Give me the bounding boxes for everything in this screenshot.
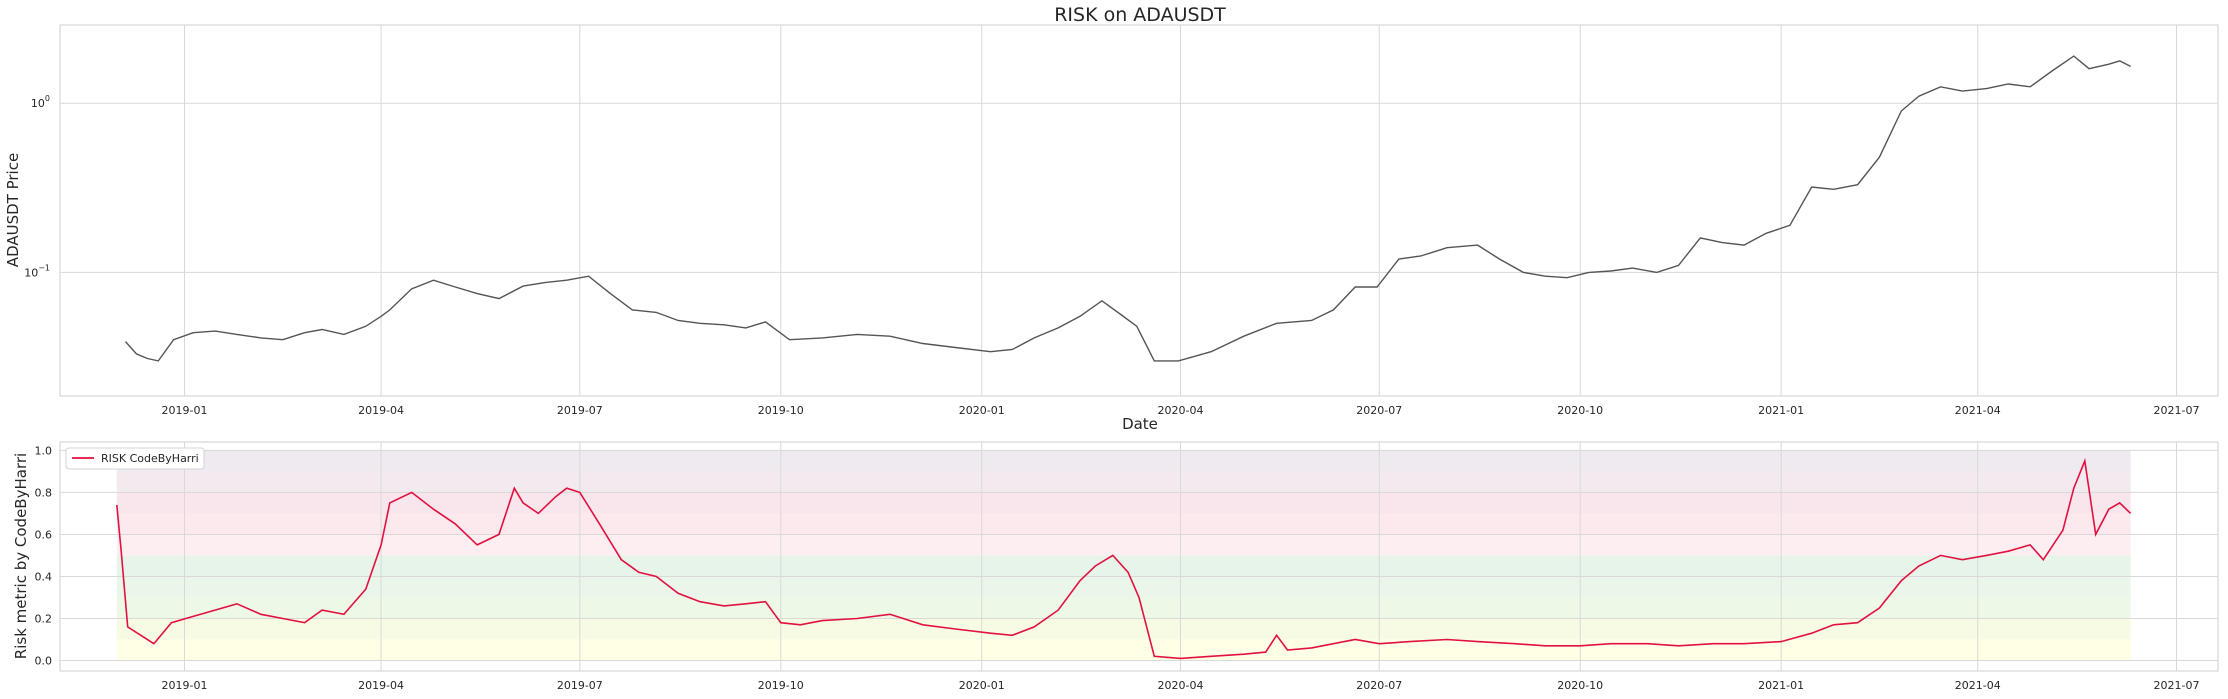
price-x-tick-label: 2021-01 [1758,404,1804,417]
risk-zone-band [116,534,2131,556]
risk-zone-bands [116,450,2131,661]
risk-y-axis-label: Risk metric by CodeByHarri [12,453,30,659]
risk-y-tick-label: 0.4 [35,570,53,583]
risk-x-tick-label: 2021-07 [2154,679,2200,692]
risk-zone-band [116,513,2131,535]
risk-x-tick-labels: 2019-01 2019-04 2019-07 2019-10 2020-01 2020-… [162,679,2200,692]
price-x-tick-label: 2019-10 [758,404,804,417]
risk-zone-band [116,555,2131,577]
risk-x-tick-label: 2019-04 [358,679,404,692]
risk-x-tick-label: 2020-04 [1158,679,1204,692]
risk-x-tick-label: 2019-01 [162,679,208,692]
price-x-tick-label: 2021-07 [2154,404,2200,417]
price-y-tick-label: 100 [31,94,50,110]
price-x-tick-label: 2019-01 [162,404,208,417]
risk-legend: RISK CodeByHarri [65,447,205,470]
risk-x-tick-label: 2020-10 [1557,679,1603,692]
price-x-tick-label: 2020-01 [959,404,1005,417]
price-plot-area [59,24,2219,397]
risk-zone-band [116,639,2131,661]
risk-y-tick-labels: 0.0 0.2 0.4 0.6 0.8 1.0 [35,444,53,667]
price-x-tick-label: 2020-07 [1356,404,1402,417]
price-y-axis-label: ADAUSDT Price [4,153,22,267]
risk-zone-band [116,471,2131,493]
legend-box [65,447,205,470]
risk-zone-band [116,618,2131,640]
risk-y-tick-label: 0.0 [35,654,53,667]
price-x-tick-label: 2019-07 [557,404,603,417]
risk-x-tick-label: 2021-01 [1758,679,1804,692]
risk-y-tick-label: 1.0 [35,444,53,457]
price-x-tick-label: 2020-04 [1158,404,1204,417]
risk-zone-band [116,492,2131,514]
price-grid [60,25,2218,396]
risk-x-tick-label: 2019-10 [758,679,804,692]
price-x-tick-label: 2019-04 [358,404,404,417]
risk-y-tick-label: 0.6 [35,528,53,541]
price-x-tick-label: 2020-10 [1557,404,1603,417]
risk-grid [60,442,2218,671]
price-series-line [124,55,2131,362]
risk-series-line [116,457,2132,660]
risk-zone-band [116,597,2131,619]
risk-x-tick-label: 2020-01 [959,679,1005,692]
risk-y-tick-label: 0.8 [35,486,53,499]
risk-x-tick-label: 2019-07 [557,679,603,692]
risk-zone-band [116,450,2131,472]
price-x-tick-labels: 2019-01 2019-04 2019-07 2019-10 2020-01 2020-… [162,404,2200,417]
legend-entry: RISK CodeByHarri [101,452,199,465]
risk-x-tick-label: 2021-04 [1955,679,2001,692]
risk-y-tick-label: 0.2 [35,612,53,625]
chart-title: RISK on ADAUSDT [1054,4,1226,26]
risk-zone-band [116,576,2131,598]
price-y-tick-labels: 100 10−1 [24,94,50,279]
price-x-axis-label: Date [1122,415,1158,433]
price-x-tick-label: 2021-04 [1955,404,2001,417]
risk-x-tick-label: 2020-07 [1356,679,1402,692]
price-y-tick-label: 10−1 [24,263,50,279]
